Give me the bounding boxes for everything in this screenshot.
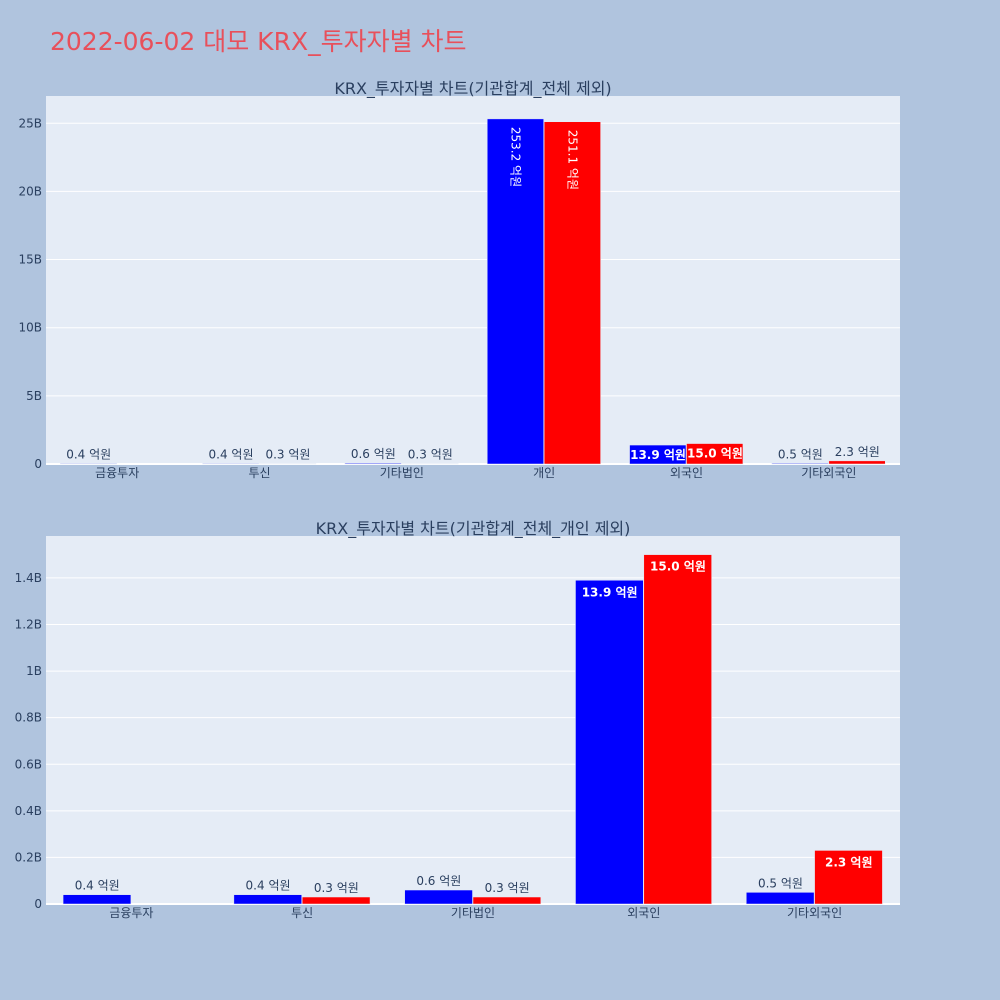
x-tick-label: 개인 [533, 466, 555, 480]
page-title: 2022-06-02 대모 KRX_투자자별 차트 [50, 27, 467, 56]
chart-1: 0 5B 10B 15B 20B 25B KRX_투자자별 차트(기관합계_전체 제외) 금융… [18, 79, 900, 480]
bar-data-label: 0.5 억원 [778, 447, 823, 461]
plot-area [46, 96, 900, 464]
bar [543, 121, 601, 465]
x-tick-label: 금융투자 [95, 466, 139, 480]
bar [301, 896, 371, 905]
bar [472, 896, 542, 905]
bar-data-label: 0.3 억원 [485, 881, 530, 895]
x-tick-label: 투신 [248, 466, 270, 480]
bar [59, 463, 117, 465]
bar-data-label: 15.0 억원 [650, 560, 706, 574]
y-tick-label: 15B [18, 253, 42, 267]
bar [771, 463, 829, 465]
x-tick-label: 외국인 [627, 906, 660, 920]
bar [828, 460, 886, 465]
bar [344, 462, 402, 465]
bar-data-label: 0.3 억원 [265, 448, 310, 462]
bar-data-label: 0.4 억원 [66, 447, 111, 461]
bar [62, 894, 132, 905]
x-tick-label: 투신 [291, 906, 313, 920]
bar-data-label: 0.4 억원 [246, 879, 291, 893]
bar-data-label: 0.6 억원 [351, 447, 396, 461]
bar-data-label: 15.0 억원 [687, 447, 743, 461]
bar-data-label: 13.9 억원 [582, 585, 638, 599]
bar [202, 463, 260, 465]
bar [686, 443, 744, 465]
bar [643, 554, 712, 905]
y-tick-label: 0.8B [15, 711, 42, 725]
bar-data-label: 2.3 억원 [835, 445, 880, 459]
x-tick-label: 외국인 [670, 466, 703, 480]
bar [486, 118, 544, 465]
x-tick-label: 금융투자 [109, 906, 153, 920]
bar [746, 892, 815, 905]
bar-data-label: 0.4 억원 [75, 879, 120, 893]
bar [233, 894, 302, 905]
bar [575, 580, 644, 905]
y-tick-label: 25B [18, 116, 42, 130]
y-tick-label: 10B [18, 321, 42, 335]
y-tick-label: 0.2B [15, 850, 42, 864]
bar-data-label: 13.9 억원 [630, 448, 686, 462]
bar-data-label: 0.3 억원 [314, 881, 359, 895]
bar-data-label: 0.3 억원 [408, 448, 453, 462]
bar-data-label: 0.4 억원 [209, 447, 254, 461]
bar-data-label: 253.2 억원 [509, 127, 523, 187]
y-tick-label: 5B [26, 389, 42, 403]
y-tick-label: 20B [18, 184, 42, 198]
chart-title: KRX_투자자별 차트(기관합계_전체 제외) [334, 79, 611, 99]
bar-data-label: 251.1 억원 [566, 130, 580, 190]
chart-2: 0 0.2B 0.4B 0.6B 0.8B 1B 1.2B 1.4B KRX_투자자별 차트(기… [15, 519, 900, 920]
x-tick-label: 기타법인 [451, 906, 495, 920]
x-tick-label: 기타외국인 [801, 466, 856, 480]
x-tick-label: 기타법인 [380, 466, 424, 480]
plot-area [46, 536, 900, 904]
y-tick-label: 1.2B [15, 618, 42, 632]
y-tick-label: 0 [34, 897, 42, 911]
chart-title: KRX_투자자별 차트(기관합계_전체_개인 제외) [316, 519, 631, 539]
bar-data-label: 0.6 억원 [416, 874, 461, 888]
bar [404, 889, 473, 905]
y-tick-label: 0.6B [15, 757, 42, 771]
y-tick-label: 1.4B [15, 571, 42, 585]
y-tick-label: 1B [26, 664, 42, 678]
x-tick-label: 기타외국인 [787, 906, 842, 920]
y-tick-label: 0 [34, 457, 42, 471]
bar [814, 850, 883, 905]
y-tick-label: 0.4B [15, 804, 42, 818]
bar-data-label: 2.3 억원 [825, 855, 873, 869]
bar [629, 444, 687, 465]
bar-data-label: 0.5 억원 [758, 876, 803, 890]
